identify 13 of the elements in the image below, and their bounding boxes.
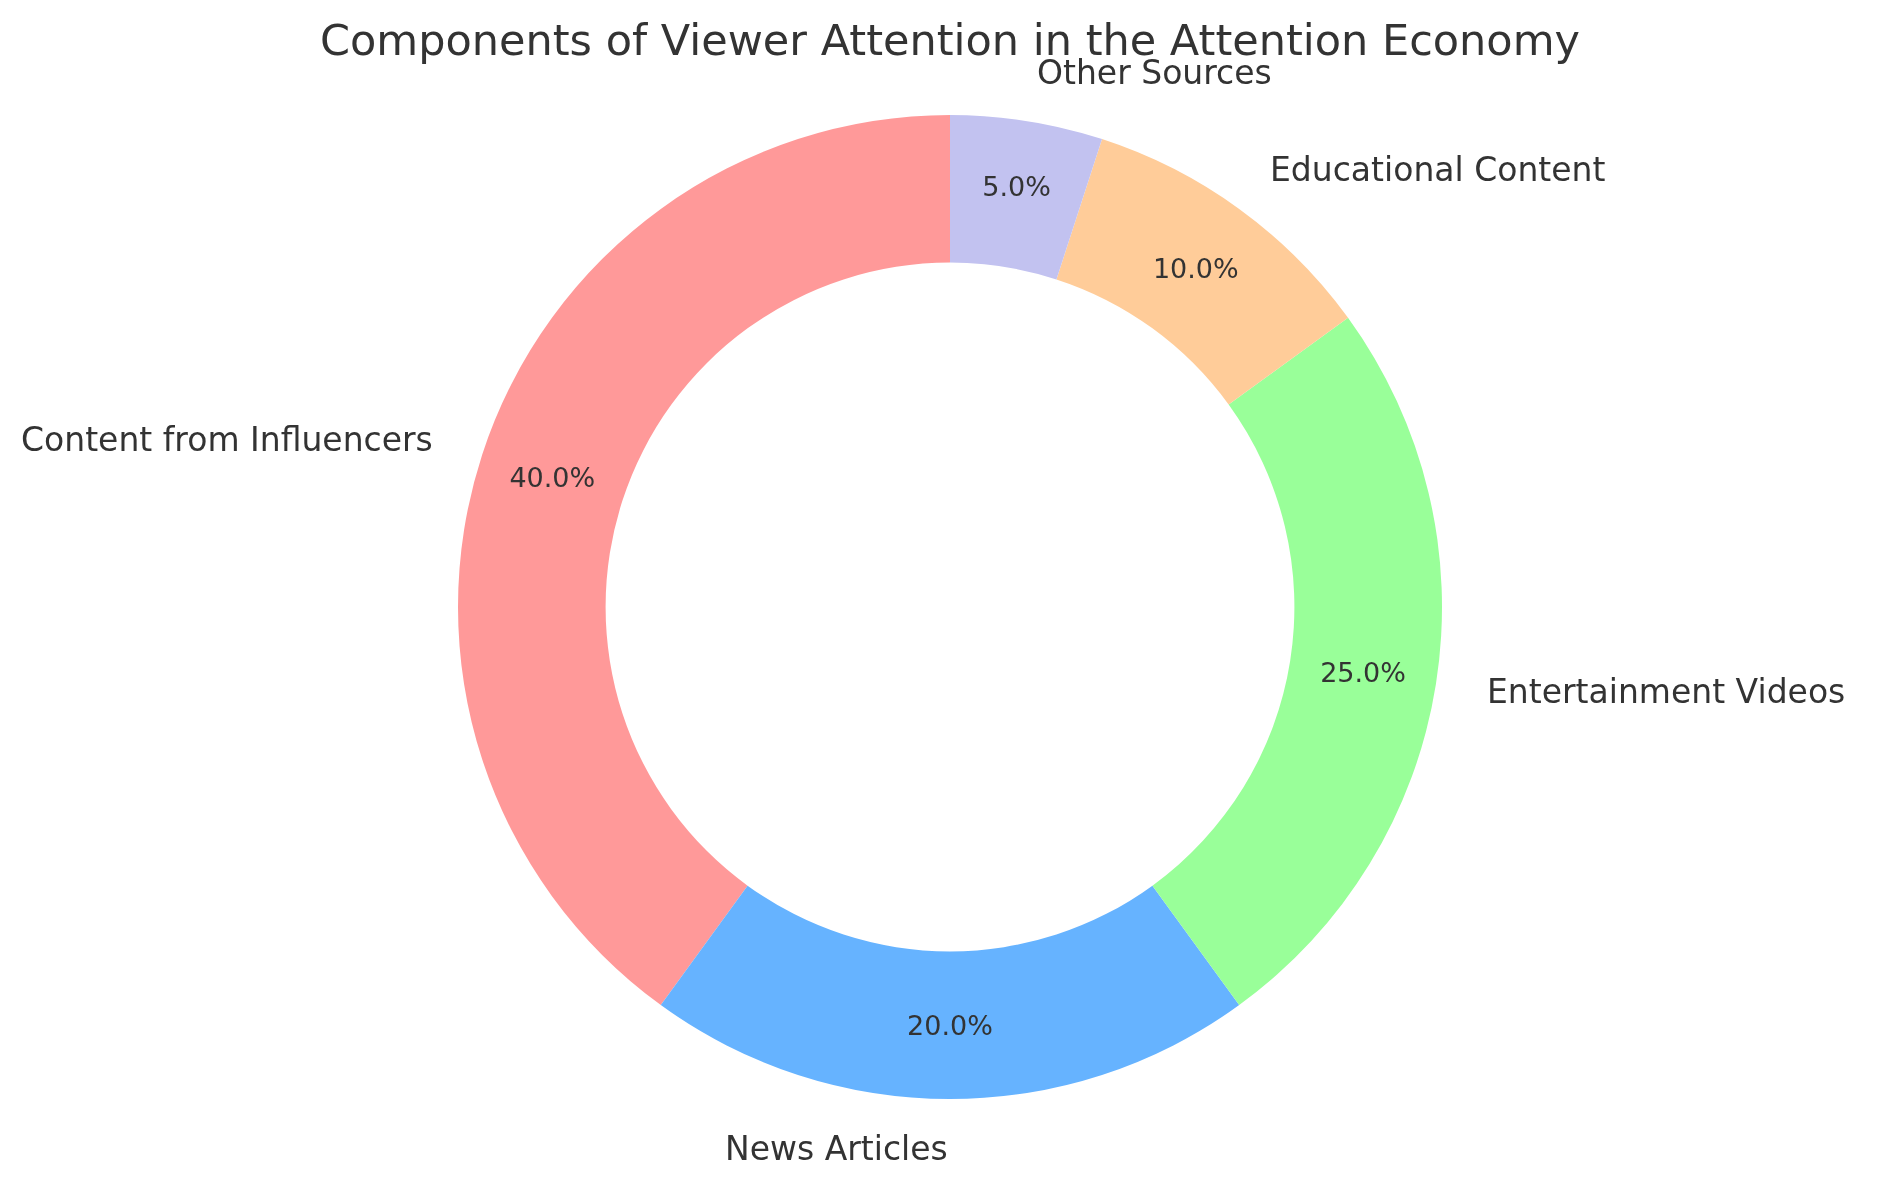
slice-label: News Articles: [725, 1129, 948, 1168]
data-label: 20.0%: [907, 1009, 993, 1041]
donut-slice: [660, 885, 1240, 1099]
data-label: 40.0%: [509, 462, 596, 494]
donut-slice: [1152, 317, 1442, 1006]
data-label: 25.0%: [1320, 656, 1406, 688]
donut-slice: [950, 115, 1103, 280]
donut-slice: [458, 115, 950, 1006]
data-label: 5.0%: [982, 171, 1051, 203]
slice-label: Content from Influencers: [21, 420, 433, 459]
slice-label: Entertainment Videos: [1487, 672, 1846, 711]
slice-label: Educational Content: [1270, 150, 1606, 189]
data-label: 10.0%: [1152, 253, 1239, 285]
